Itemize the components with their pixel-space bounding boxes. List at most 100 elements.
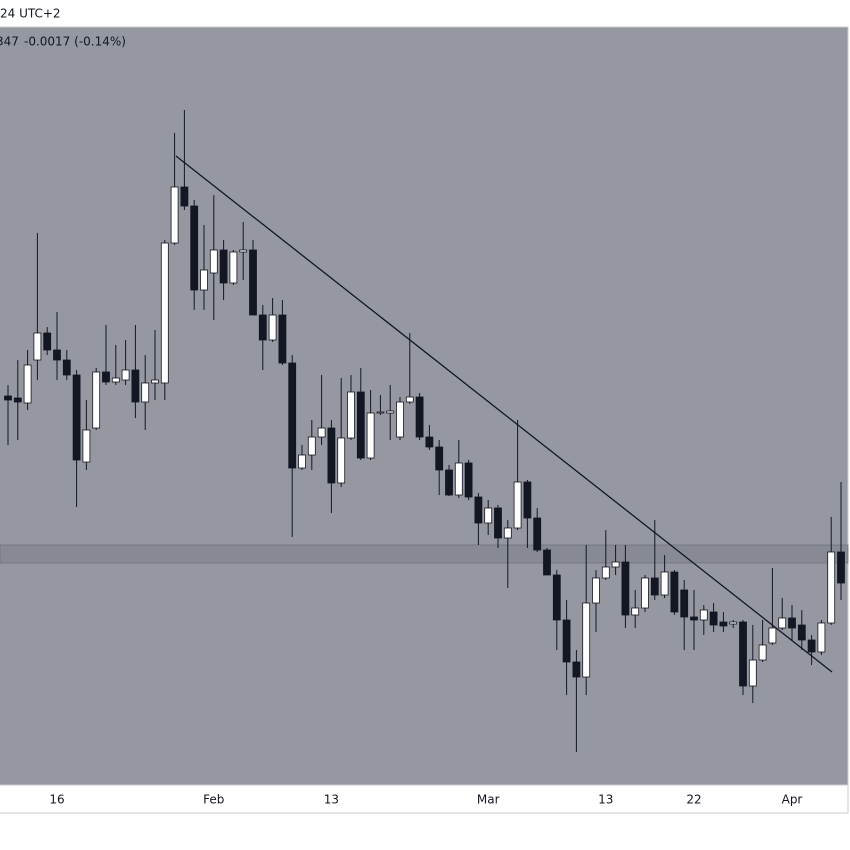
- candle-body: [200, 269, 208, 291]
- candle-body: [680, 589, 689, 618]
- candle-body: [768, 627, 777, 644]
- candle-body: [562, 619, 571, 663]
- candle-body: [454, 462, 463, 496]
- candle-body: [151, 379, 159, 384]
- candle-body: [356, 391, 365, 459]
- candle-body: [739, 621, 747, 687]
- candle-body: [327, 427, 336, 484]
- candle-body: [102, 371, 110, 383]
- x-tick-label: Apr: [782, 793, 803, 807]
- candle-body: [347, 391, 355, 439]
- candle-body: [190, 205, 199, 291]
- header-text: 24 UTC+2: [0, 7, 61, 21]
- candle-body: [807, 639, 816, 653]
- candle-body: [258, 314, 267, 341]
- x-tick-label: Mar: [477, 793, 500, 807]
- x-tick-label: 13: [324, 793, 339, 807]
- candle-body: [288, 362, 297, 469]
- candle-body: [131, 369, 140, 403]
- candle-body: [572, 661, 581, 678]
- candle-body: [376, 411, 385, 414]
- candle-body: [690, 616, 698, 621]
- candle-body: [141, 382, 150, 403]
- candle-body: [396, 401, 404, 438]
- candle-body: [650, 577, 659, 596]
- candle-body: [533, 517, 542, 551]
- candle-body: [601, 566, 610, 579]
- candles: [4, 110, 845, 752]
- candle-body: [268, 314, 277, 341]
- candle-body: [121, 369, 130, 381]
- candle-body: [523, 481, 532, 519]
- candle-body: [788, 617, 796, 629]
- candle-body: [484, 507, 493, 524]
- candle-body: [670, 571, 679, 613]
- candle-body: [160, 242, 169, 384]
- candle-body: [405, 396, 414, 403]
- x-tick-label: 22: [686, 793, 701, 807]
- candle-body: [170, 186, 179, 244]
- candle-body: [278, 314, 287, 364]
- candle-body: [464, 462, 473, 498]
- last-close: 347: [0, 35, 19, 49]
- candle-body: [209, 249, 218, 274]
- candle-body: [13, 397, 22, 403]
- candle-body: [23, 364, 32, 404]
- candle-body: [82, 429, 91, 463]
- candle-body: [180, 186, 189, 207]
- candle-body: [837, 551, 845, 584]
- candle-body: [72, 374, 81, 461]
- candle-body: [494, 507, 502, 539]
- candle-body: [699, 609, 708, 621]
- change-text: -0.0017 (-0.14%): [24, 35, 126, 49]
- candle-body: [827, 551, 836, 624]
- candle-body: [62, 359, 71, 376]
- candle-body: [503, 527, 512, 539]
- trend-line: [175, 155, 833, 673]
- x-tick-label: 16: [49, 793, 64, 807]
- plot-area: [0, 27, 848, 785]
- candle-body: [729, 621, 738, 625]
- candle-body: [660, 571, 669, 596]
- candle-body: [415, 396, 424, 438]
- candle-body: [748, 659, 757, 687]
- candle-body: [386, 410, 395, 414]
- candle-body: [111, 377, 120, 383]
- candle-body: [641, 577, 649, 609]
- candle-body: [445, 469, 453, 496]
- candle-body: [582, 602, 591, 678]
- candle-body: [513, 481, 522, 529]
- candle-body: [543, 549, 551, 576]
- candle-body: [43, 332, 52, 351]
- x-tick-label: 13: [598, 793, 613, 807]
- candle-body: [337, 437, 346, 484]
- candle-body: [611, 561, 620, 568]
- candle-body: [219, 249, 228, 284]
- candle-body: [33, 332, 42, 361]
- candle-body: [778, 617, 787, 629]
- candle-body: [249, 249, 257, 316]
- candle-body: [239, 249, 248, 253]
- candle-body: [435, 446, 444, 471]
- candle-body: [317, 427, 326, 438]
- candle-body: [298, 454, 306, 469]
- candle-body: [229, 251, 238, 284]
- candle-body: [592, 577, 600, 604]
- candle-body: [92, 371, 101, 429]
- candle-body: [797, 624, 806, 641]
- candle-body: [621, 561, 630, 616]
- candle-body: [53, 349, 61, 361]
- candle-body: [425, 436, 434, 448]
- candle-body: [366, 412, 375, 459]
- support-zone: [0, 544, 849, 564]
- candle-body: [817, 622, 826, 653]
- candle-body: [758, 644, 767, 661]
- candle-body: [631, 607, 640, 616]
- candle-body: [4, 395, 12, 401]
- candle-body: [709, 611, 718, 626]
- candle-body: [719, 621, 728, 627]
- candle-body: [474, 496, 483, 524]
- candle-body: [307, 436, 316, 456]
- x-tick-label: Feb: [203, 793, 224, 807]
